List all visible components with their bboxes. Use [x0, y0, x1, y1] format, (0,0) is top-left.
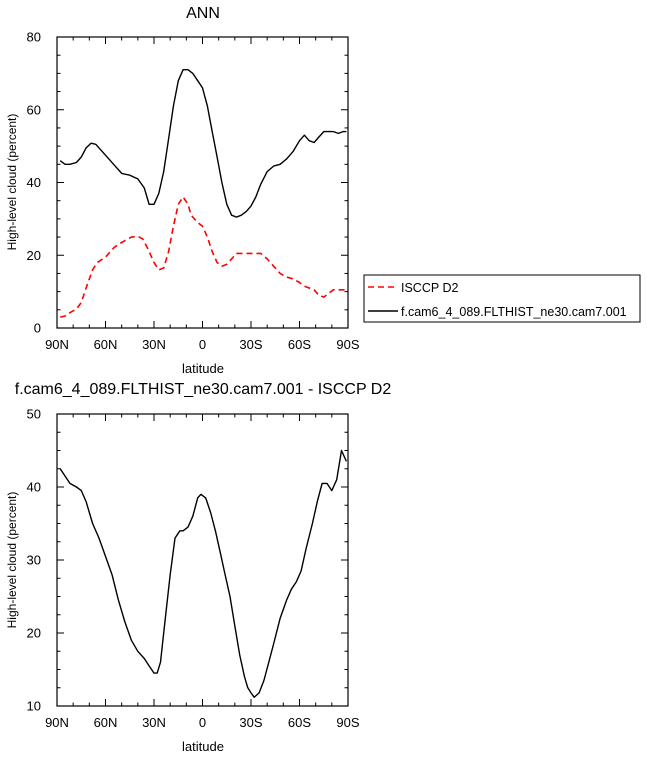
bottom-y-tick-label: 50 — [27, 407, 41, 422]
top-series-line-isccp — [60, 196, 345, 318]
top-y-tick-label: 60 — [27, 102, 41, 117]
top-x-tick-label: 60N — [94, 337, 118, 352]
top-x-tick-label: 30N — [142, 337, 166, 352]
bottom-x-axis-label: latitude — [182, 739, 224, 754]
top-y-tick-label: 40 — [27, 175, 41, 190]
top-plot-lines — [59, 68, 347, 318]
legend: ISCCP D2 f.cam6_4_089.FLTHIST_ne30.cam7.… — [363, 274, 641, 323]
top-x-tick-label: 30S — [239, 337, 262, 352]
top-axis-ticks: 90N 60N 30N 0 30S 60S 90S 0 20 40 60 80 — [27, 30, 360, 353]
top-y-axis-label: High-level cloud (percent) — [5, 114, 19, 251]
legend-label-isccp: ISCCP D2 — [401, 281, 458, 295]
bottom-y-tick-label: 30 — [27, 553, 41, 568]
bottom-panel: f.cam6_4_089.FLTHIST_ne30.cam7.001 - ISC… — [5, 381, 391, 754]
legend-label-model: f.cam6_4_089.FLTHIST_ne30.cam7.001 — [401, 305, 627, 319]
bottom-y-tick-label: 10 — [27, 699, 41, 714]
bottom-chart-title: f.cam6_4_089.FLTHIST_ne30.cam7.001 - ISC… — [15, 381, 392, 398]
bottom-x-tick-label: 60N — [94, 715, 118, 730]
top-y-tick-label: 0 — [34, 321, 41, 336]
bottom-y-tick-label: 20 — [27, 626, 41, 641]
top-x-tick-label: 60S — [288, 337, 311, 352]
bottom-plot-lines — [59, 449, 348, 698]
legend-box — [363, 274, 641, 323]
top-chart-title: ANN — [186, 5, 220, 22]
top-x-axis-label: latitude — [182, 361, 224, 376]
bottom-x-tick-label: 30N — [142, 715, 166, 730]
bottom-x-tick-label: 60S — [288, 715, 311, 730]
top-x-tick-label: 90S — [336, 337, 359, 352]
bottom-x-tick-label: 90N — [45, 715, 69, 730]
bottom-x-tick-label: 0 — [199, 715, 206, 730]
top-panel: ANN High-level cloud (percent) latitude … — [5, 5, 360, 376]
top-plot-frame — [56, 36, 349, 329]
bottom-series-line-model — [59, 449, 348, 698]
bottom-axis-ticks: 90N 60N 30N 0 30S 60S 90S 10 20 30 40 50 — [27, 407, 360, 731]
top-x-tick-label: 90N — [45, 337, 69, 352]
top-x-tick-label: 0 — [199, 337, 206, 352]
bottom-y-axis-label: High-level cloud (percent) — [5, 492, 19, 629]
top-y-tick-label: 20 — [27, 248, 41, 263]
bottom-y-tick-label: 40 — [27, 480, 41, 495]
bottom-plot-frame — [56, 413, 349, 707]
bottom-x-tick-label: 30S — [239, 715, 262, 730]
bottom-x-tick-label: 90S — [336, 715, 359, 730]
top-y-tick-label: 80 — [27, 30, 41, 45]
top-series-line-model — [59, 68, 347, 218]
